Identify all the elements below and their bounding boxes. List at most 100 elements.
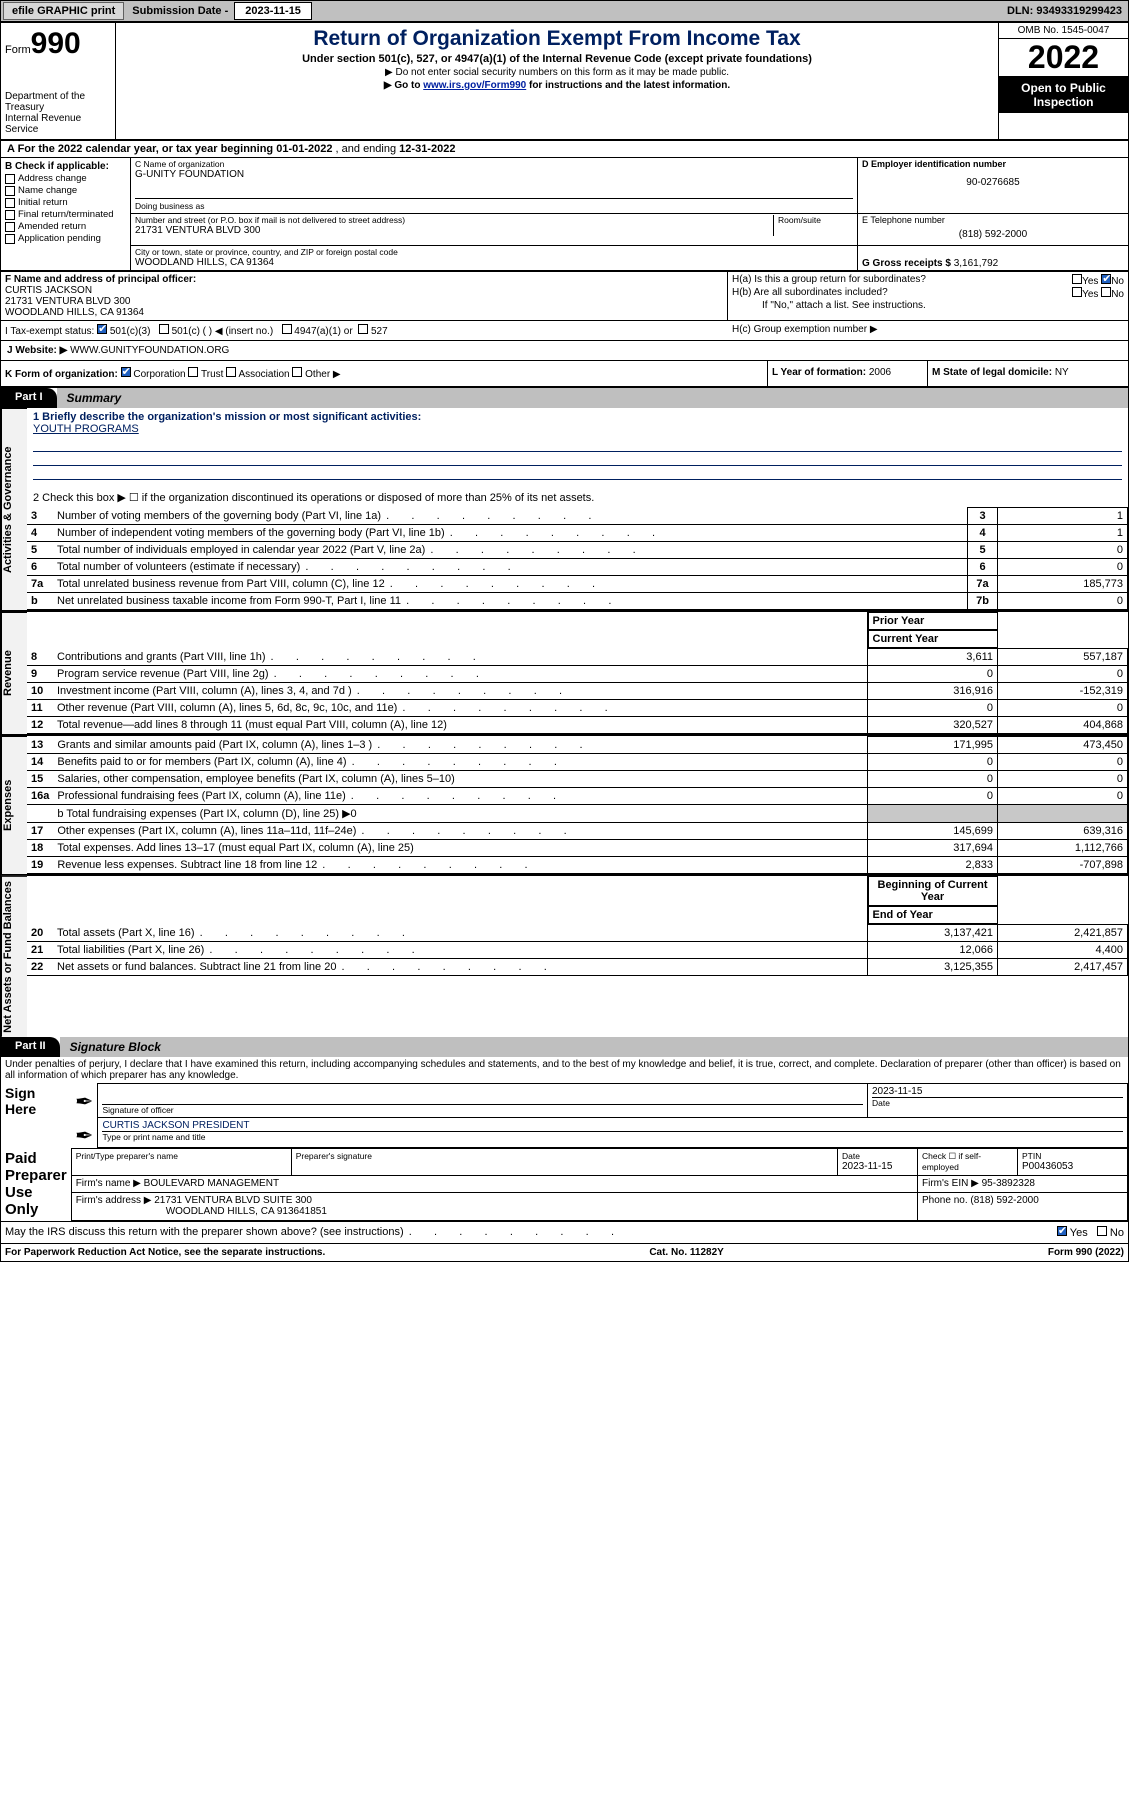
rowA-pre: A For the 2022 calendar year, or tax yea… [7,143,276,155]
dba-label: Doing business as [135,201,204,211]
checkbox-icon[interactable] [1101,287,1111,297]
footer-cat: Cat. No. 11282Y [649,1247,723,1258]
vtab-revenue: Revenue [1,612,27,734]
section-F: F Name and address of principal officer:… [1,272,728,320]
E-label: E Telephone number [862,215,1124,225]
checkbox-checked-icon[interactable] [121,367,131,377]
prior: 317,694 [868,840,998,857]
ln: 3 [27,508,53,525]
year-formed: 2006 [869,367,891,378]
chk-label: Amended return [18,221,86,232]
ln: 12 [27,717,53,734]
row-J: J Website: ▶ WWW.GUNITYFOUNDATION.ORG [1,341,1128,361]
omb-number: OMB No. 1545-0047 [999,23,1128,39]
Ha-label: H(a) Is this a group return for subordin… [732,274,926,287]
vtab-net-assets: Net Assets or Fund Balances [1,876,27,1037]
vtab-activities: Activities & Governance [1,408,27,610]
checkbox-icon[interactable] [358,324,368,334]
table-row: 16aProfessional fundraising fees (Part I… [27,788,1128,805]
checkbox-icon[interactable] [159,324,169,334]
street-label: Number and street (or P.O. box if mail i… [135,215,773,225]
ln: 14 [27,754,53,771]
chk-label: Address change [18,173,87,184]
rowA-mid: , and ending [336,143,400,155]
chk-name-change[interactable]: Name change [5,185,126,196]
chk-address-change[interactable]: Address change [5,173,126,184]
checkbox-icon[interactable] [1072,287,1082,297]
firm-addr2: WOODLAND HILLS, CA 913641851 [76,1206,327,1217]
curr: 0 [998,771,1128,788]
header-mid: Return of Organization Exempt From Incom… [116,23,998,139]
chk-label: Initial return [18,197,68,208]
ln: 18 [27,840,53,857]
prior: 0 [867,700,998,717]
ln: 22 [27,959,53,976]
desc: Total number of volunteers (estimate if … [53,559,968,576]
chk-application-pending[interactable]: Application pending [5,233,126,244]
section-L: L Year of formation: 2006 [768,361,928,386]
sign-here-label: Sign Here [1,1083,71,1147]
self-emp: Check ☐ if self-employed [922,1151,1013,1172]
irs-link[interactable]: www.irs.gov/Form990 [423,80,526,91]
domicile: NY [1055,367,1069,378]
form-number: Form990 [5,27,111,61]
officer-addr2: WOODLAND HILLS, CA 91364 [5,307,144,318]
checkbox-checked-icon[interactable] [97,324,107,334]
table-row: 7aTotal unrelated business revenue from … [27,576,1128,593]
part-II-header: Part II Signature Block [1,1037,1128,1057]
section-G: G Gross receipts $ 3,161,792 [858,246,1128,270]
prior: 0 [868,771,998,788]
firm-addr1: 21731 VENTURA BLVD SUITE 300 [154,1195,312,1206]
may-irs-yesno: Yes No [1057,1226,1124,1239]
eoy-hdr: End of Year [868,906,998,924]
city-label: City or town, state or province, country… [135,247,853,257]
ln: 20 [27,925,53,942]
checkbox-icon[interactable] [188,367,198,377]
vtab-expenses: Expenses [1,736,27,874]
prior: 3,137,421 [867,925,998,942]
Hc-label: H(c) Group exemption number ▶ [732,324,878,335]
website[interactable]: WWW.GUNITYFOUNDATION.ORG [70,345,229,356]
checkbox-checked-icon[interactable] [1101,274,1111,284]
chk-initial-return[interactable]: Initial return [5,197,126,208]
table-row: 6Total number of volunteers (estimate if… [27,559,1128,576]
checkbox-icon[interactable] [292,367,302,377]
J-label: J Website: ▶ [7,345,70,356]
C-name: C Name of organization G-UNITY FOUNDATIO… [131,158,858,213]
submission-date: 2023-11-15 [234,2,312,20]
bocy-hdr: Beginning of Current Year [868,876,998,906]
curr: 1,112,766 [998,840,1128,857]
Hb-label: H(b) Are all subordinates included? [732,287,888,300]
efile-print-button[interactable]: efile GRAPHIC print [3,2,124,20]
section-I: I Tax-exempt status: 501(c)(3) 501(c) ( … [1,321,728,340]
section-Hc: H(c) Group exemption number ▶ [728,321,1128,340]
ag-table: 3Number of voting members of the governi… [27,507,1128,610]
table-row: 4Number of independent voting members of… [27,525,1128,542]
curr: 557,187 [998,649,1128,666]
topbar: efile GRAPHIC print Submission Date - 20… [0,0,1129,22]
open-to-public: Open to Public Inspection [999,77,1128,113]
checkbox-icon[interactable] [282,324,292,334]
chk-amended[interactable]: Amended return [5,221,126,232]
firm-label: Firm's name ▶ [76,1178,144,1189]
firm-phone-label: Phone no. [922,1195,970,1206]
table-row: 14Benefits paid to or for members (Part … [27,754,1128,771]
checkbox-icon [5,222,15,232]
checkbox-icon[interactable] [226,367,236,377]
table-row: 19Revenue less expenses. Subtract line 1… [27,857,1128,874]
gross-receipts: 3,161,792 [954,258,999,269]
checkbox-icon[interactable] [1072,274,1082,284]
checkbox-icon[interactable] [1097,1226,1107,1236]
prior: 0 [868,754,998,771]
curr: 473,450 [998,737,1128,754]
checkbox-checked-icon[interactable] [1057,1226,1067,1236]
prior: 316,916 [867,683,998,700]
chk-final-return[interactable]: Final return/terminated [5,209,126,220]
prior: 12,066 [867,942,998,959]
val: 0 [998,542,1128,559]
desc: Benefits paid to or for members (Part IX… [53,754,867,771]
G-label: G Gross receipts $ [862,258,954,269]
ssn-note: ▶ Do not enter social security numbers o… [122,65,992,78]
dln-value: 93493319299423 [1036,5,1122,17]
desc: Professional fundraising fees (Part IX, … [53,788,867,805]
